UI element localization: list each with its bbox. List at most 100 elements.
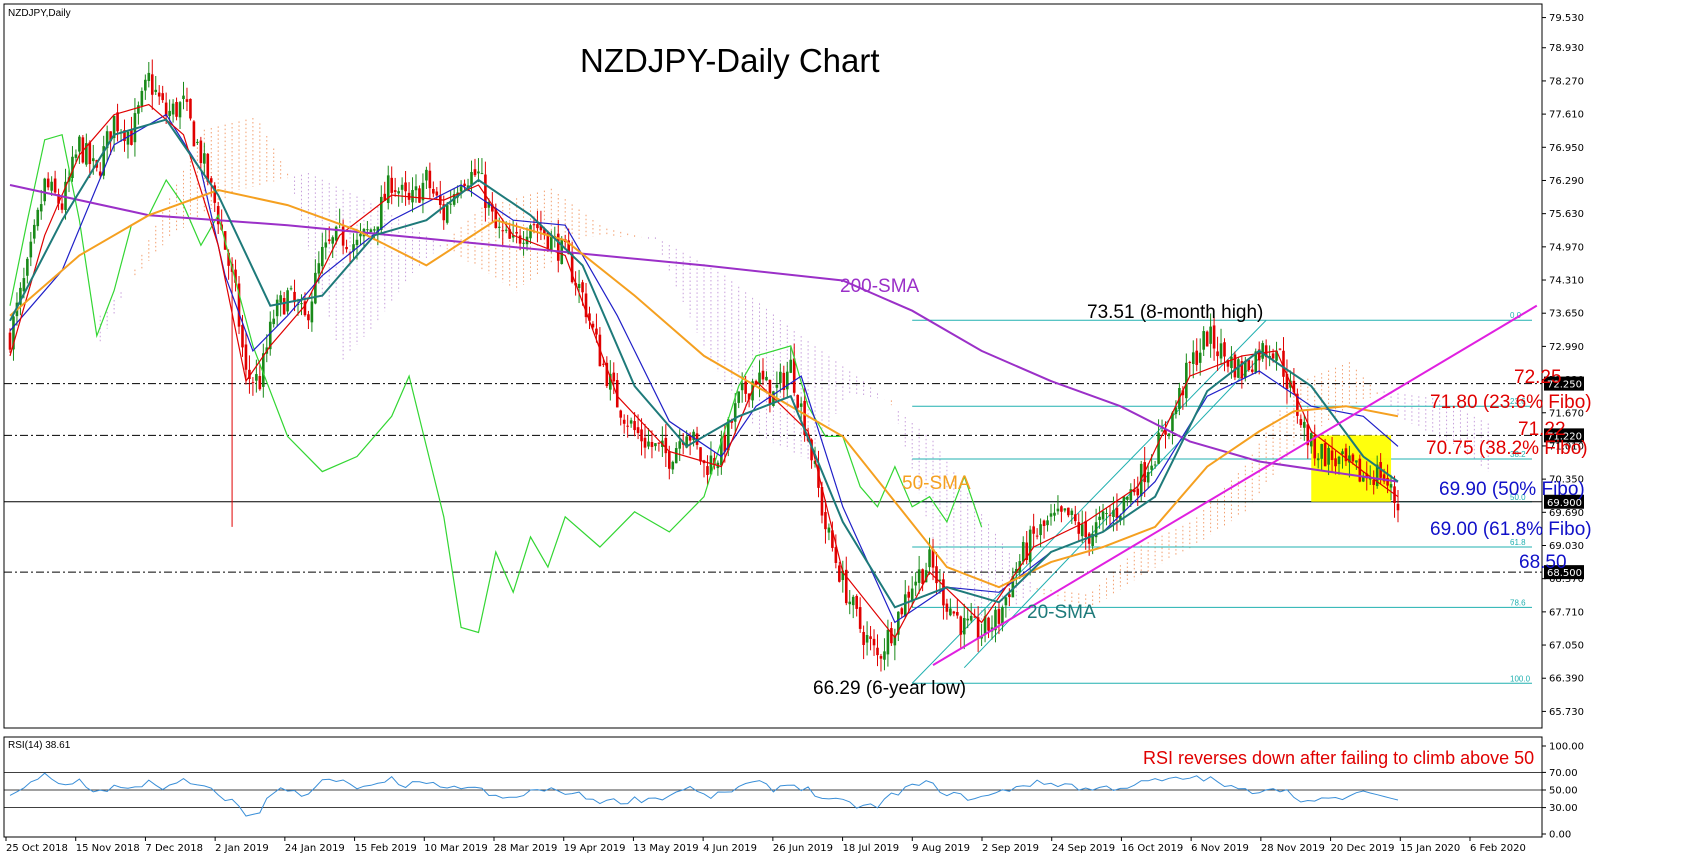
candle-body [973,616,976,618]
candle-body [1157,432,1160,464]
candle-body [518,235,522,244]
price-tag-box [1544,376,1584,391]
candle-body [903,594,907,616]
candle-body [928,549,931,568]
time-tick-label: 24 Sep 2019 [1052,843,1115,854]
candle-body [477,171,480,174]
candle-body [355,239,359,246]
price-tick-label: 79.530 [1549,13,1584,24]
candle-body [987,617,990,631]
price-tag-label: 68.500 [1547,568,1582,579]
candle-body [1250,369,1254,372]
candle-body [747,393,751,400]
candle-body [657,442,661,444]
candle-body [1136,488,1140,496]
candle-body [1188,362,1192,364]
candle-body [1386,477,1389,486]
fib-tag: 61.8 [1510,538,1526,547]
candle-body [1171,412,1174,432]
low-label: 66.29 (6-year low) [813,678,966,699]
candle-body [838,565,841,582]
candle-body [1313,434,1317,459]
candle-body [511,235,515,238]
candle-body [147,72,151,82]
candle-body [268,321,272,350]
high-label: 73.51 (8-month high) [1087,302,1263,323]
candle-body [654,443,657,447]
price-tick-label: 72.990 [1549,342,1584,353]
candle-body [543,229,546,235]
candle-body [386,175,390,203]
candle-body [1355,460,1358,463]
candle-body [612,372,616,382]
time-tick-label: 24 Jan 2019 [285,843,345,854]
candle-body [615,380,619,408]
time-tick-label: 16 Oct 2019 [1121,843,1183,854]
candle-body [8,332,12,350]
candle-body [459,186,463,192]
candle-body [366,229,369,231]
candle-body [1174,407,1178,415]
candle-body [116,112,119,132]
candle-body [567,240,570,255]
candle-body [952,611,956,614]
candle-body [88,142,92,165]
candle-body [671,461,675,470]
candle-body [369,229,373,233]
candle-body [709,455,713,475]
candle-body [876,647,879,656]
candle-body [931,549,935,568]
candle-body [602,363,605,365]
candle-body [758,372,761,385]
candle-body [1164,428,1167,435]
candle-body [1320,443,1323,459]
candle-body [848,601,852,605]
candle-body [588,313,591,321]
candle-body [373,229,376,231]
candle-body [203,153,206,164]
candle-body [1219,343,1223,359]
candle-body [1146,472,1150,483]
candle-body [1129,489,1133,501]
fib-tag: 50.0 [1510,493,1526,502]
candle-body [765,376,768,381]
candle-body [869,636,872,639]
candle-body [227,252,230,266]
candle-body [945,603,949,612]
annotations: NZDJPY,Daily NZDJPY-Daily Chart 200-SMA … [8,8,1592,768]
price-tick-label: 76.290 [1549,176,1584,187]
candle-body [1105,513,1108,515]
candle-body [740,383,744,391]
candle-body [36,209,40,227]
candle-body [713,458,716,465]
price-tick-label: 76.950 [1549,143,1584,154]
candle-body [1358,458,1362,482]
fib-38-2-label: 70.75 (38.2% Fibo) [1426,438,1588,459]
price-tick-label: 65.730 [1549,707,1584,718]
candle-body [720,438,723,466]
candle-body [685,436,688,448]
price-tick-label: 78.270 [1549,76,1584,87]
fib-tag: 100.0 [1510,674,1531,683]
candle-body [827,527,831,533]
candle-body [1108,514,1112,516]
candle-body [935,566,938,584]
symbol-label: NZDJPY,Daily [8,8,71,19]
price-tick-label: 66.390 [1549,674,1584,685]
candle-body [1351,454,1355,462]
candle-body [723,435,727,452]
candle-body [324,242,328,248]
candle-body [26,258,29,276]
candle-body [1261,343,1264,359]
candle-body [754,381,758,385]
candle-body [1296,393,1299,416]
candle-body [1094,522,1098,538]
candle-body [779,371,782,384]
candle-body [1160,430,1164,432]
candle-body [1025,542,1029,560]
candle-body [1004,597,1008,606]
candle-body [796,394,799,408]
time-tick-label: 25 Oct 2018 [6,843,68,854]
time-tick-label: 15 Nov 2018 [76,843,140,854]
candle-body [46,178,50,188]
